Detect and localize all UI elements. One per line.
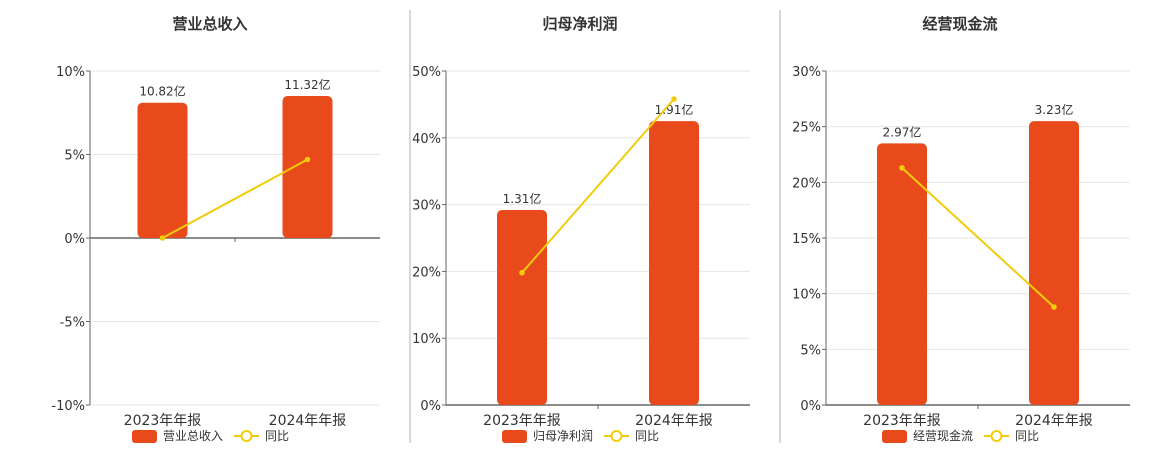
chart3-bar-label: 2.97亿 — [883, 124, 922, 139]
chart2-bar — [497, 209, 547, 405]
chart2-legend-bar-swatch — [502, 430, 527, 443]
chart3-yoy-point — [899, 165, 905, 171]
chart1-bar-label: 10.82亿 — [139, 84, 185, 99]
chart3-ytick-label: 10% — [792, 288, 821, 303]
chart1-legend-line-label: 同比 — [265, 429, 289, 443]
chart1-legend-bar-swatch — [132, 430, 157, 443]
chart2-legend-line-label: 同比 — [635, 429, 659, 443]
chart1-ytick-label: 10% — [56, 65, 85, 80]
chart3-ytick-label: 30% — [792, 65, 821, 80]
chart1-legend-bar-label: 营业总收入 — [163, 429, 223, 443]
chart1-legend-line-marker — [240, 430, 253, 442]
chart3-ytick-label: 5% — [800, 343, 821, 358]
chart3-legend-line-marker — [990, 430, 1003, 442]
chart2-ytick-label: 0% — [420, 399, 441, 414]
chart3-ytick-label: 20% — [792, 176, 821, 191]
chart1-bar — [282, 96, 333, 238]
chart3-title: 经营现金流 — [922, 15, 997, 33]
chart3-yoy-point — [1051, 304, 1057, 310]
chart2-ytick-label: 20% — [412, 265, 441, 280]
chart2-category-label: 2024年年报 — [635, 413, 713, 429]
chart2-yoy-point — [519, 269, 525, 276]
chart3-category-label: 2024年年报 — [1015, 413, 1093, 429]
chart1-category-label: 2023年年报 — [124, 413, 202, 429]
chart1-ytick-label: -10% — [51, 399, 85, 414]
chart1-category-label: 2024年年报 — [269, 413, 347, 429]
chart2-ytick-label: 30% — [412, 199, 441, 214]
chart2-yoy-line — [521, 98, 675, 274]
chart3-ytick-label: 15% — [792, 232, 821, 247]
chart1-yoy-line — [162, 158, 308, 239]
chart2-bar — [649, 121, 699, 405]
chart3-legend-bar-swatch — [882, 430, 907, 443]
chart1-ytick-label: -5% — [60, 316, 85, 331]
chart3-yoy-line — [901, 167, 1055, 308]
chart3-ytick-label: 25% — [792, 121, 821, 136]
chart1-bar-label: 11.32亿 — [284, 77, 330, 92]
chart2-ytick-label: 40% — [412, 132, 441, 147]
chart3-bar — [877, 143, 927, 405]
chart2-bar-label: 1.91亿 — [655, 102, 694, 117]
chart2-ytick-label: 10% — [412, 332, 441, 347]
chart2-ytick-label: 50% — [412, 65, 441, 80]
chart2-category-label: 2023年年报 — [483, 413, 561, 429]
chart1-ytick-label: 0% — [64, 232, 85, 247]
chart3-bar — [1029, 121, 1079, 405]
chart2-title: 归母净利润 — [542, 15, 617, 33]
chart3-ytick-label: 0% — [800, 399, 821, 414]
chart3-legend-line-label: 同比 — [1015, 429, 1039, 443]
chart3-legend-bar-label: 经营现金流 — [913, 428, 973, 443]
chart1-title: 营业总收入 — [172, 15, 247, 33]
chart2-yoy-point — [671, 96, 677, 102]
chart1-yoy-point — [304, 156, 311, 163]
chart2-legend-bar-label: 归母净利润 — [533, 429, 593, 443]
chart2-bar-label: 1.31亿 — [503, 191, 542, 206]
chart2-legend-line-marker — [610, 430, 623, 442]
chart1-ytick-label: 5% — [64, 149, 85, 164]
chart1-bar — [137, 102, 188, 238]
chart3-bar-label: 3.23亿 — [1035, 102, 1074, 117]
chart3-category-label: 2023年年报 — [863, 413, 941, 429]
chart1-yoy-point — [159, 235, 166, 241]
